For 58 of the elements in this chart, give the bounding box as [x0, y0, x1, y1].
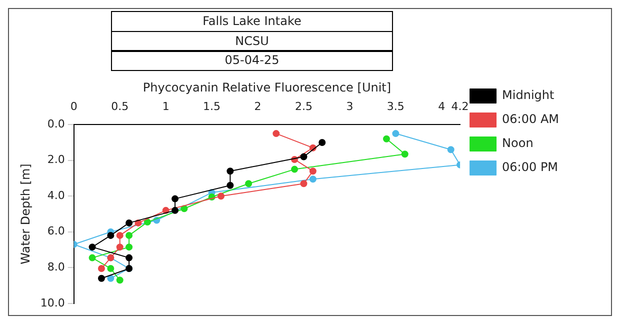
point	[309, 176, 316, 183]
point	[107, 232, 114, 239]
point	[300, 153, 308, 160]
point	[126, 244, 133, 251]
point	[116, 244, 124, 251]
point	[226, 168, 234, 175]
point	[126, 254, 133, 262]
point	[382, 135, 390, 142]
point	[98, 265, 105, 272]
point	[107, 265, 114, 272]
x-tick-label: 1	[162, 100, 170, 113]
x-axis-title: Phycocyanin Relative Fluorescence [Unit]	[142, 80, 392, 94]
x-tick-label: 4	[438, 100, 446, 113]
x-tick-label: 3.5	[386, 100, 404, 113]
point	[291, 166, 298, 173]
y-tick-label: 6.0	[47, 224, 65, 238]
point	[309, 168, 316, 175]
point	[88, 244, 96, 251]
x-tick-label: 3	[346, 100, 354, 113]
x-tick-label: 2	[254, 100, 262, 113]
point	[126, 219, 133, 226]
point	[447, 146, 454, 154]
point	[144, 218, 151, 226]
point	[107, 274, 114, 282]
point	[392, 130, 400, 138]
point	[300, 180, 308, 188]
point	[172, 195, 179, 202]
point	[217, 192, 224, 200]
x-tick-label: 1.5	[203, 100, 221, 113]
point	[318, 138, 326, 146]
point	[226, 182, 234, 189]
text: 05-04-25	[111, 50, 393, 71]
point	[272, 130, 280, 138]
x-tick-label: 0	[70, 100, 78, 113]
point	[180, 205, 188, 212]
y-axis-title: Water Depth [m]	[18, 164, 32, 264]
legend-label: 06:00 PM	[502, 160, 558, 174]
y-tick-label: 4.0	[47, 188, 65, 202]
point	[88, 254, 96, 262]
point	[98, 274, 105, 282]
point	[116, 276, 124, 284]
legend-label: Midnight	[502, 88, 555, 102]
y-tick-label: 2.0	[47, 153, 65, 166]
x-tick-label: 2.5	[294, 100, 312, 113]
y-tick-label: 0.0	[47, 117, 65, 130]
y-tick-label: 8.0	[47, 260, 65, 274]
point	[401, 150, 408, 158]
legend-label: Noon	[502, 136, 534, 150]
chart-title: Falls Lake Intake	[111, 11, 393, 32]
x-tick-label: 0.5	[111, 100, 129, 113]
legend-label: 06:00 AM	[502, 112, 560, 126]
point	[172, 206, 179, 214]
point	[245, 180, 252, 188]
point	[126, 232, 133, 239]
chart-subtitle: NCSU	[111, 30, 393, 52]
x-tick-label: 4.2	[451, 100, 469, 113]
y-tick-label: 10.0	[40, 296, 65, 310]
point	[116, 232, 124, 239]
